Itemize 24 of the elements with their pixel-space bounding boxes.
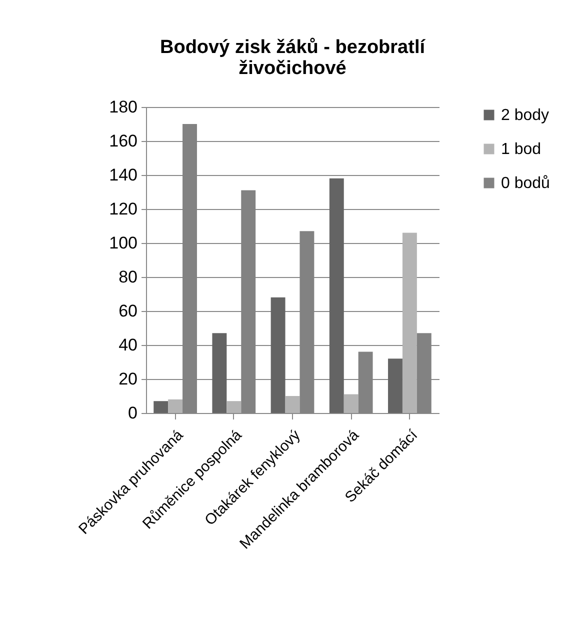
bar: [270, 297, 286, 413]
y-tick-label: 80: [118, 268, 138, 286]
bar: [212, 333, 227, 413]
y-tick-label: 0: [128, 404, 138, 422]
y-tick-label: 120: [109, 200, 138, 218]
y-tick-label: 140: [109, 166, 138, 184]
bar: [344, 394, 358, 413]
y-tick-label: 100: [109, 234, 138, 252]
chart-title: Bodový zisk žáků - bezobratlí živočichové: [160, 37, 426, 79]
y-tick-label: 40: [118, 336, 138, 354]
legend-label: 1 bod: [501, 141, 542, 158]
y-tick-label: 60: [118, 302, 138, 320]
legend-label: 0 bodů: [501, 175, 550, 192]
bar: [388, 358, 402, 413]
y-tick-label: 180: [109, 98, 138, 116]
bar: [168, 399, 183, 413]
legend-label: 2 body: [501, 107, 550, 124]
bar: [154, 401, 168, 413]
bar: [402, 232, 417, 413]
bar: [285, 396, 300, 413]
bar: [226, 401, 242, 413]
y-tick-label: 160: [109, 132, 138, 150]
bar: [329, 178, 344, 413]
y-tick-label: 20: [118, 370, 138, 388]
